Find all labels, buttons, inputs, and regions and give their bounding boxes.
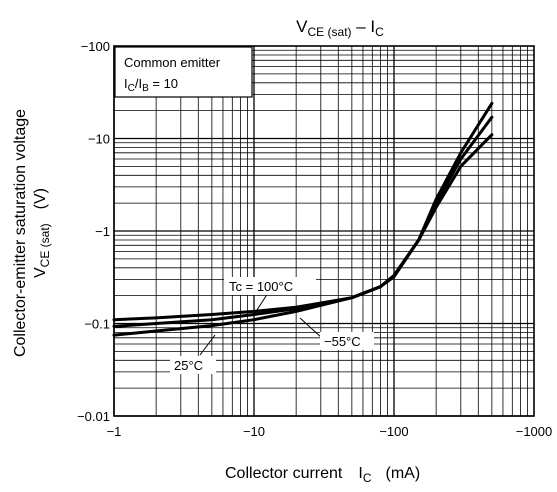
svg-text:Tc = 100°C: Tc = 100°C (229, 279, 293, 294)
annotation-m55c: −55°C (299, 317, 374, 350)
x-tick-label: −10 (243, 424, 265, 439)
series-lines (112, 101, 494, 337)
y-tick-label: −0.1 (84, 317, 110, 332)
svg-text:25°C: 25°C (174, 358, 203, 373)
plot-frame (113, 45, 535, 417)
conditions-line1: Common emitter (124, 55, 221, 70)
svg-text:−55°C: −55°C (324, 334, 361, 349)
x-tick-label: −100 (379, 424, 408, 439)
x-tick-label: −1 (107, 424, 122, 439)
conditions-box: Common emitter IC/IB = 10 (114, 46, 253, 98)
y-tick-label: −100 (81, 39, 110, 54)
x-tick-label: −1000 (516, 424, 553, 439)
y-tick-label: −10 (88, 132, 110, 147)
y-axis-label: Collector-emitter saturation voltage VCE… (12, 109, 52, 357)
conditions-ratio: IC/IB = 10 (124, 76, 178, 94)
svg-text:VCE (sat)(V): VCE (sat)(V) (32, 188, 52, 278)
y-tick-label: −0.01 (77, 409, 110, 424)
x-axis-label: Collector current IC (mA) (225, 465, 420, 485)
series-line (112, 115, 494, 328)
chart-title: VCE (sat) – IC (296, 17, 384, 39)
tick-labels: −1 −10 −100 −1000 −0.01 −0.1 −1 −10 −100 (77, 39, 552, 439)
svg-text:Collector-emitter saturation v: Collector-emitter saturation voltage (12, 109, 29, 357)
y-tick-label: −1 (95, 224, 110, 239)
annotation-tc100: Tc = 100°C (224, 277, 316, 314)
annotation-25c: 25°C (170, 334, 216, 374)
series-line (112, 101, 494, 337)
